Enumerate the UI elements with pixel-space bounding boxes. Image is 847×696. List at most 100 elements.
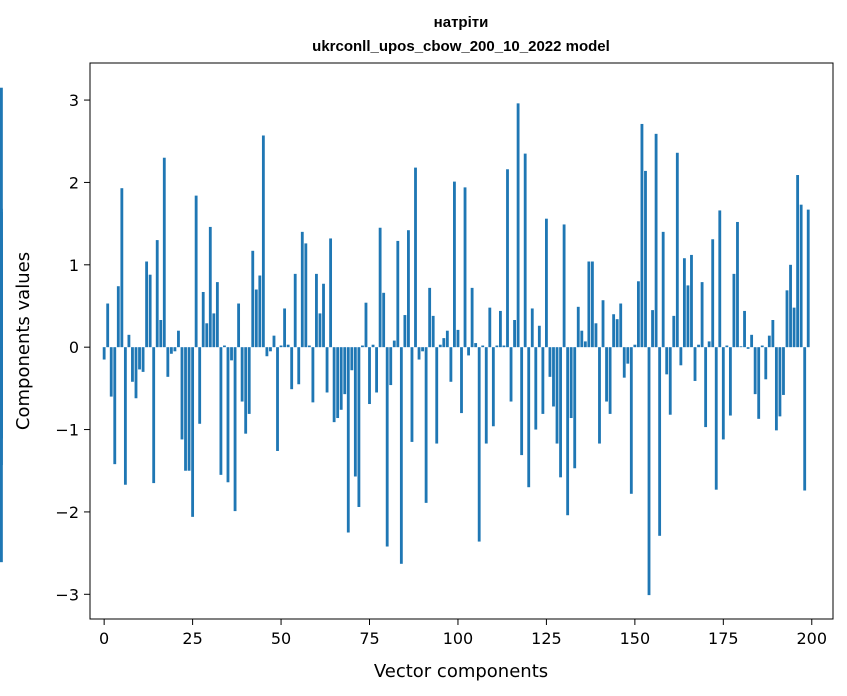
bar (123, 347, 127, 485)
bar (300, 231, 304, 348)
bar (474, 343, 478, 348)
bar (350, 347, 354, 371)
bar (502, 345, 506, 348)
bar (640, 123, 644, 348)
bar (636, 281, 640, 348)
bar (753, 347, 757, 395)
bar (194, 195, 198, 348)
bar (608, 347, 612, 414)
bar (658, 347, 662, 536)
y-tick-label: 0 (69, 338, 79, 357)
bar (654, 133, 658, 348)
bar (205, 323, 209, 348)
bar (152, 347, 156, 484)
bar (633, 344, 637, 348)
bar (116, 286, 120, 348)
bar (484, 347, 488, 444)
bar (382, 292, 386, 348)
y-axis-label: Components values (13, 252, 34, 430)
bar (506, 169, 509, 348)
bar (343, 347, 347, 395)
bar (728, 347, 732, 416)
bar (346, 347, 350, 533)
bar (385, 347, 389, 547)
bar (407, 230, 410, 348)
bar (237, 303, 241, 348)
bar (0, 347, 3, 563)
bar (177, 330, 180, 348)
bar (622, 347, 626, 378)
bar (208, 226, 212, 348)
bar (0, 212, 3, 348)
bar (679, 347, 683, 366)
bar (145, 261, 149, 348)
x-tick-label: 100 (443, 629, 474, 648)
bar (792, 307, 796, 348)
bar (293, 273, 297, 348)
bar (269, 347, 272, 352)
x-tick-label: 125 (531, 629, 562, 648)
bar (774, 347, 778, 431)
bar (226, 347, 230, 483)
bar (481, 345, 485, 348)
bar (456, 329, 460, 348)
bar (764, 347, 768, 380)
bar (495, 345, 499, 348)
bar (537, 325, 541, 348)
bar (460, 347, 463, 414)
bar (583, 341, 587, 348)
bar (562, 224, 566, 348)
bar (102, 347, 106, 360)
bar (647, 347, 651, 596)
bar (254, 289, 258, 348)
bar (711, 239, 715, 348)
bar (771, 320, 775, 348)
bar (697, 344, 700, 348)
bar (332, 347, 336, 423)
x-tick-label: 50 (271, 629, 291, 648)
bar (548, 347, 552, 377)
y-tick-label: −2 (55, 503, 79, 522)
bar (304, 243, 308, 348)
bar (785, 290, 789, 348)
bar (491, 347, 495, 427)
bar (276, 347, 279, 451)
bar (307, 345, 311, 348)
bar (541, 347, 545, 414)
bar (746, 347, 750, 349)
bar (368, 347, 371, 405)
bar (707, 341, 711, 348)
bar (651, 310, 654, 348)
x-tick-label: 175 (708, 629, 739, 648)
bar (675, 152, 679, 348)
bar (392, 340, 396, 348)
bar (339, 347, 343, 410)
x-tick-label: 0 (99, 629, 109, 648)
bar (159, 320, 163, 348)
bar (743, 310, 746, 348)
bar (375, 347, 378, 393)
bar (223, 345, 226, 348)
bar (230, 347, 233, 361)
bar (325, 347, 329, 393)
bar (527, 347, 531, 488)
y-tick-label: −3 (55, 585, 79, 604)
bar (290, 347, 294, 390)
bar (782, 347, 785, 395)
bar (353, 347, 357, 477)
bar (803, 347, 807, 491)
bar (148, 274, 152, 348)
bar (109, 347, 113, 397)
bar (445, 330, 449, 348)
bar (131, 347, 134, 382)
bar (449, 347, 453, 382)
bar (509, 347, 513, 402)
bar (700, 282, 704, 348)
bar (704, 347, 708, 428)
bar (396, 240, 400, 348)
y-axis-ticks: −3 −2 −1 0 1 2 3 (55, 91, 90, 604)
bar (566, 347, 570, 516)
bar (431, 315, 435, 348)
bar (162, 157, 166, 348)
bar (736, 221, 739, 348)
